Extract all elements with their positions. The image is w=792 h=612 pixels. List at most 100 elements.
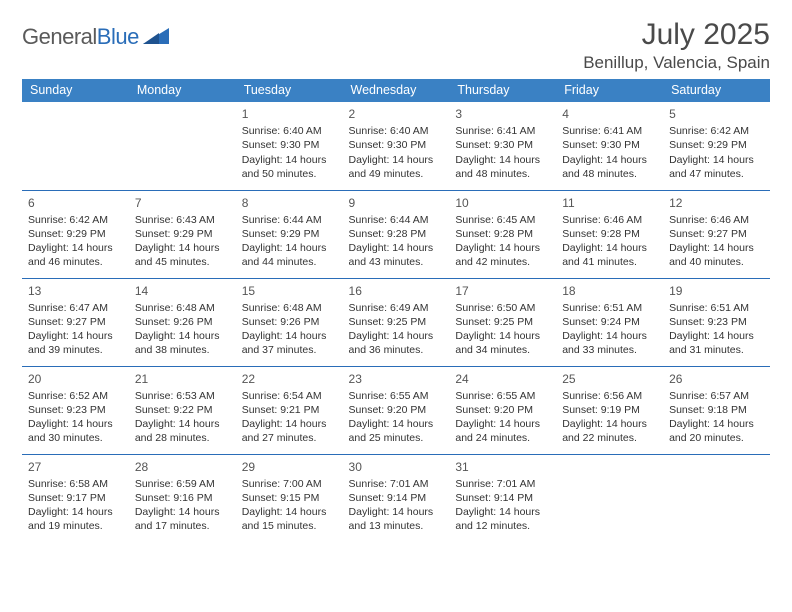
daylight-text: Daylight: 14 hours and 25 minutes. [349, 417, 444, 445]
daylight-text: Daylight: 14 hours and 31 minutes. [669, 329, 764, 357]
calendar-day-cell: 16 Sunrise: 6:49 AMSunset: 9:25 PMDayligh… [343, 278, 450, 366]
sunset-text: Sunset: 9:28 PM [562, 227, 657, 241]
day-number: 1 [242, 106, 337, 122]
sunrise-text: Sunrise: 6:55 AM [349, 389, 444, 403]
calendar-day-cell: 14Sunrise: 6:48 AMSunset: 9:26 PMDayligh… [129, 278, 236, 366]
calendar-day-cell: 4Sunrise: 6:41 AMSunset: 9:30 PMDaylight… [556, 102, 663, 190]
sunrise-text: Sunrise: 6:44 AM [242, 213, 337, 227]
calendar-empty-cell [22, 102, 129, 190]
calendar-empty-cell [663, 454, 770, 542]
daylight-text: Daylight: 14 hours and 12 minutes. [455, 505, 550, 533]
sunrise-text: Sunrise: 6:41 AM [562, 124, 657, 138]
daylight-text: Daylight: 14 hours and 43 minutes. [349, 241, 444, 269]
daylight-text: Daylight: 14 hours and 33 minutes. [562, 329, 657, 357]
calendar-week-row: 13Sunrise: 6:47 AMSunset: 9:27 PMDayligh… [22, 278, 770, 366]
calendar-day-cell: 23Sunrise: 6:55 AMSunset: 9:20 PMDayligh… [343, 366, 450, 454]
sunset-text: Sunset: 9:28 PM [349, 227, 444, 241]
daylight-text: Daylight: 14 hours and 17 minutes. [135, 505, 230, 533]
daylight-text: Daylight: 14 hours and 42 minutes. [455, 241, 550, 269]
sunset-text: Sunset: 9:26 PM [242, 315, 337, 329]
sunset-text: Sunset: 9:14 PM [455, 491, 550, 505]
sunset-text: Sunset: 9:27 PM [669, 227, 764, 241]
sunrise-text: Sunrise: 6:44 AM [349, 213, 444, 227]
sunrise-text: Sunrise: 6:51 AM [669, 301, 764, 315]
day-number: 11 [562, 195, 657, 211]
day-number: 16 [349, 283, 444, 299]
sunrise-text: Sunrise: 6:49 AM [349, 301, 444, 315]
calendar-day-cell: 26Sunrise: 6:57 AMSunset: 9:18 PMDayligh… [663, 366, 770, 454]
sunset-text: Sunset: 9:18 PM [669, 403, 764, 417]
sunrise-text: Sunrise: 6:45 AM [455, 213, 550, 227]
sunset-text: Sunset: 9:16 PM [135, 491, 230, 505]
day-number: 15 [242, 283, 337, 299]
logo-triangle-icon [143, 26, 169, 49]
daylight-text: Daylight: 14 hours and 28 minutes. [135, 417, 230, 445]
sunrise-text: Sunrise: 6:40 AM [242, 124, 337, 138]
sunset-text: Sunset: 9:28 PM [455, 227, 550, 241]
sunset-text: Sunset: 9:21 PM [242, 403, 337, 417]
sunrise-text: Sunrise: 6:51 AM [562, 301, 657, 315]
sunset-text: Sunset: 9:20 PM [455, 403, 550, 417]
weekday-header: Sunday [22, 79, 129, 102]
daylight-text: Daylight: 14 hours and 30 minutes. [28, 417, 123, 445]
logo: GeneralBlue [22, 24, 169, 50]
daylight-text: Daylight: 14 hours and 39 minutes. [28, 329, 123, 357]
calendar-week-row: 1 Sunrise: 6:40 AMSunset: 9:30 PM Daylight… [22, 102, 770, 190]
daylight-text: Daylight: 14 hours and 15 minutes. [242, 505, 337, 533]
calendar-day-cell: 31Sunrise: 7:01 AMSunset: 9:14 PMDayligh… [449, 454, 556, 542]
daylight-text: Daylight: 14 hours and 37 minutes. [242, 329, 337, 357]
daylight-text: Daylight: 14 hours and 48 minutes. [562, 153, 657, 181]
title-block: July 2025 Benillup, Valencia, Spain [583, 18, 770, 73]
daylight-text: Daylight: 14 hours and 44 minutes. [242, 241, 337, 269]
day-number: 31 [455, 459, 550, 475]
day-number: 20 [28, 371, 123, 387]
day-number: 18 [562, 283, 657, 299]
sunset-text: Sunset: 9:25 PM [455, 315, 550, 329]
calendar-day-cell: 30Sunrise: 7:01 AMSunset: 9:14 PMDayligh… [343, 454, 450, 542]
day-number: 30 [349, 459, 444, 475]
sunset-text: Sunset: 9:25 PM [349, 315, 444, 329]
day-number: 5 [669, 106, 764, 122]
sunrise-text: Sunrise: 6:57 AM [669, 389, 764, 403]
calendar-day-cell: 29Sunrise: 7:00 AMSunset: 9:15 PMDayligh… [236, 454, 343, 542]
logo-word1: General [22, 24, 97, 49]
sunrise-text: Sunrise: 7:00 AM [242, 477, 337, 491]
sunrise-text: Sunrise: 6:42 AM [669, 124, 764, 138]
sunset-text: Sunset: 9:27 PM [28, 315, 123, 329]
calendar-day-cell: 22Sunrise: 6:54 AMSunset: 9:21 PMDayligh… [236, 366, 343, 454]
day-number: 2 [349, 106, 444, 122]
calendar-day-cell: 9 Sunrise: 6:44 AMSunset: 9:28 PMDaylight… [343, 190, 450, 278]
sunset-text: Sunset: 9:29 PM [669, 138, 764, 152]
daylight-text: Daylight: 14 hours and 45 minutes. [135, 241, 230, 269]
page-header: GeneralBlue July 2025 Benillup, Valencia… [22, 18, 770, 73]
sunrise-text: Sunrise: 6:46 AM [562, 213, 657, 227]
daylight-text: Daylight: 14 hours and 46 minutes. [28, 241, 123, 269]
month-title: July 2025 [583, 18, 770, 51]
daylight-text: Daylight: 14 hours and 47 minutes. [669, 153, 764, 181]
daylight-text: Daylight: 14 hours and 36 minutes. [349, 329, 444, 357]
calendar-day-cell: 2Sunrise: 6:40 AMSunset: 9:30 PMDaylight… [343, 102, 450, 190]
sunrise-text: Sunrise: 6:43 AM [135, 213, 230, 227]
sunrise-text: Sunrise: 6:41 AM [455, 124, 550, 138]
day-number: 9 [349, 195, 444, 211]
day-number: 7 [135, 195, 230, 211]
calendar-day-cell: 5 Sunrise: 6:42 AMSunset: 9:29 PMDaylight… [663, 102, 770, 190]
day-number: 22 [242, 371, 337, 387]
sunrise-text: Sunrise: 6:48 AM [135, 301, 230, 315]
sunrise-text: Sunrise: 6:46 AM [669, 213, 764, 227]
calendar-day-cell: 6Sunrise: 6:42 AMSunset: 9:29 PMDaylight… [22, 190, 129, 278]
sunrise-text: Sunrise: 6:50 AM [455, 301, 550, 315]
calendar-day-cell: 25Sunrise: 6:56 AMSunset: 9:19 PMDayligh… [556, 366, 663, 454]
logo-text: GeneralBlue [22, 24, 139, 50]
sunset-text: Sunset: 9:29 PM [135, 227, 230, 241]
calendar-day-cell: 1Sunrise: 6:40 AMSunset: 9:30 PMDaylight… [236, 102, 343, 190]
day-number: 12 [669, 195, 764, 211]
daylight-text: Daylight: 14 hours and 49 minutes. [349, 153, 444, 181]
calendar-empty-cell [556, 454, 663, 542]
sunset-text: Sunset: 9:30 PM [242, 138, 337, 152]
day-number: 17 [455, 283, 550, 299]
weekday-header: Wednesday [343, 79, 450, 102]
calendar-day-cell: 18Sunrise: 6:51 AMSunset: 9:24 PMDayligh… [556, 278, 663, 366]
calendar-day-cell: 19Sunrise: 6:51 AMSunset: 9:23 PMDayligh… [663, 278, 770, 366]
daylight-text: Daylight: 14 hours and 20 minutes. [669, 417, 764, 445]
